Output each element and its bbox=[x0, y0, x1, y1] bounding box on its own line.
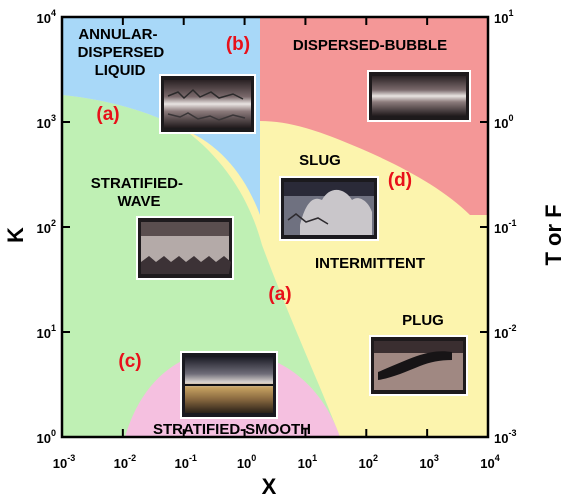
x-tick-label: 10-1 bbox=[174, 453, 196, 471]
x-tick-label: 10-2 bbox=[114, 453, 136, 471]
left-tick-label: 101 bbox=[37, 323, 56, 341]
x-tick-label: 101 bbox=[298, 453, 317, 471]
right-axis-tick-labels: 10-3 10-2 10-1 100 101 bbox=[494, 8, 516, 446]
x-axis-title: X bbox=[262, 474, 277, 499]
x-tick-label: 104 bbox=[480, 453, 499, 471]
right-tick-label: 100 bbox=[494, 113, 513, 131]
x-tick-label: 10-3 bbox=[53, 453, 75, 471]
stratified-wave-label: STRATIFIED- WAVE bbox=[91, 175, 187, 210]
dispersed-bubble-photo bbox=[367, 70, 471, 122]
left-tick-label: 102 bbox=[37, 218, 56, 236]
right-tick-label: 10-2 bbox=[494, 323, 516, 341]
annular-label: ANNULAR- DISPERSED LIQUID bbox=[78, 26, 169, 79]
left-tick-label: 103 bbox=[37, 113, 56, 131]
stratified-smooth-label: STRATIFIED-SMOOTH bbox=[153, 421, 311, 438]
right-axis-title: T or F bbox=[541, 204, 566, 265]
x-axis-tick-labels: 10-3 10-2 10-1 100 101 102 103 104 bbox=[53, 453, 500, 471]
marker-d: (d) bbox=[388, 170, 412, 191]
stratified-wave-photo bbox=[136, 216, 234, 280]
right-tick-label: 10-1 bbox=[494, 218, 516, 236]
left-tick-label: 104 bbox=[37, 8, 56, 26]
x-tick-label: 103 bbox=[419, 453, 438, 471]
dispersed-bubble-label: DISPERSED-BUBBLE bbox=[293, 37, 447, 54]
tick-marks bbox=[61, 16, 489, 438]
left-axis-tick-labels: 100 101 102 103 104 bbox=[37, 8, 56, 446]
x-tick-label: 102 bbox=[359, 453, 378, 471]
plug-photo bbox=[369, 335, 468, 396]
plug-label: PLUG bbox=[402, 312, 444, 329]
right-tick-label: 10-3 bbox=[494, 428, 516, 446]
annular-photo bbox=[159, 74, 256, 134]
marker-a-center: (a) bbox=[268, 284, 291, 305]
intermittent-label: INTERMITTENT bbox=[315, 255, 425, 272]
left-axis-title: K bbox=[3, 227, 28, 243]
slug-photo bbox=[279, 176, 379, 241]
slug-label: SLUG bbox=[299, 152, 341, 169]
marker-a-left: (a) bbox=[96, 104, 119, 125]
stratified-smooth-photo bbox=[180, 351, 278, 419]
marker-c: (c) bbox=[118, 351, 141, 372]
right-tick-label: 101 bbox=[494, 8, 513, 26]
marker-b: (b) bbox=[226, 34, 250, 55]
left-tick-label: 100 bbox=[37, 428, 56, 446]
x-tick-label: 100 bbox=[237, 453, 256, 471]
